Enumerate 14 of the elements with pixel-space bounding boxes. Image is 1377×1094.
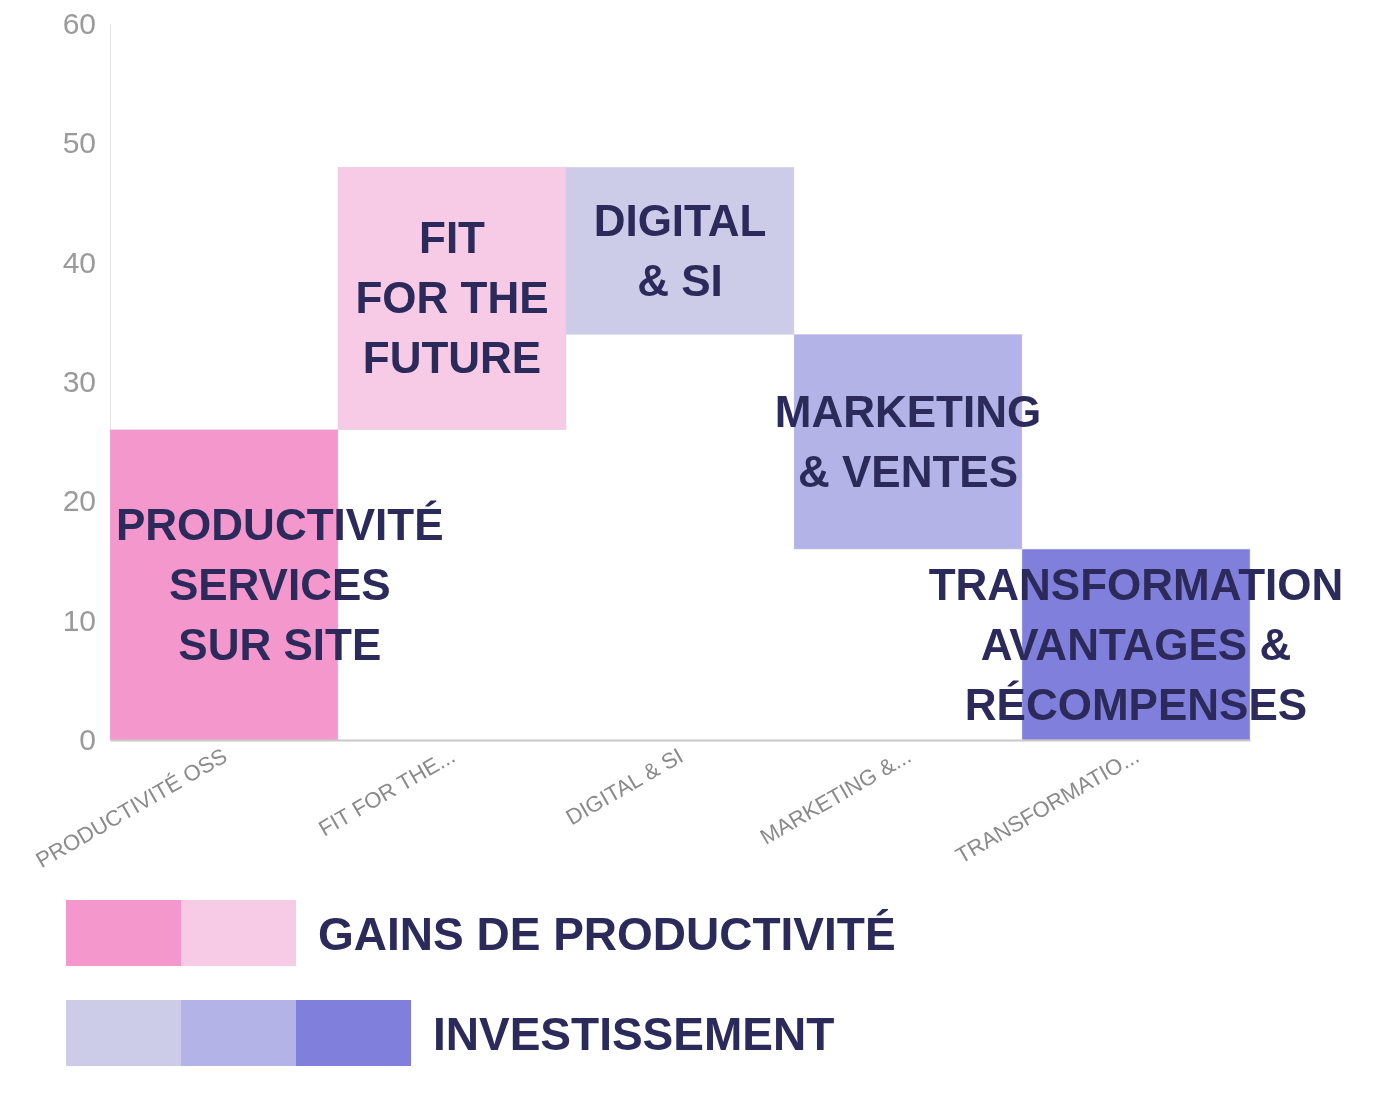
y-tick-label: 60 [62,7,96,41]
annotation: FIT FOR THE FUTURE [355,213,549,383]
x-tick-label: FIT FOR THE... [314,742,460,842]
annotation: DIGITAL & SI [593,195,767,305]
y-tick-label: 20 [62,484,96,518]
y-tick-label: 10 [62,603,96,637]
y-tick-label: 30 [62,365,96,399]
y-tick-label: 0 [79,723,96,757]
annotation: MARKETING & VENTES [774,386,1042,496]
y-tick-label: 50 [62,126,96,160]
legend-label: GAINS DE PRODUCTIVITÉ [318,908,896,960]
y-tick-label: 40 [62,245,96,279]
legend-label: INVESTISSEMENT [433,1008,835,1060]
annotation: PRODUCTIVITÉ SERVICES SUR SITE [116,499,444,669]
